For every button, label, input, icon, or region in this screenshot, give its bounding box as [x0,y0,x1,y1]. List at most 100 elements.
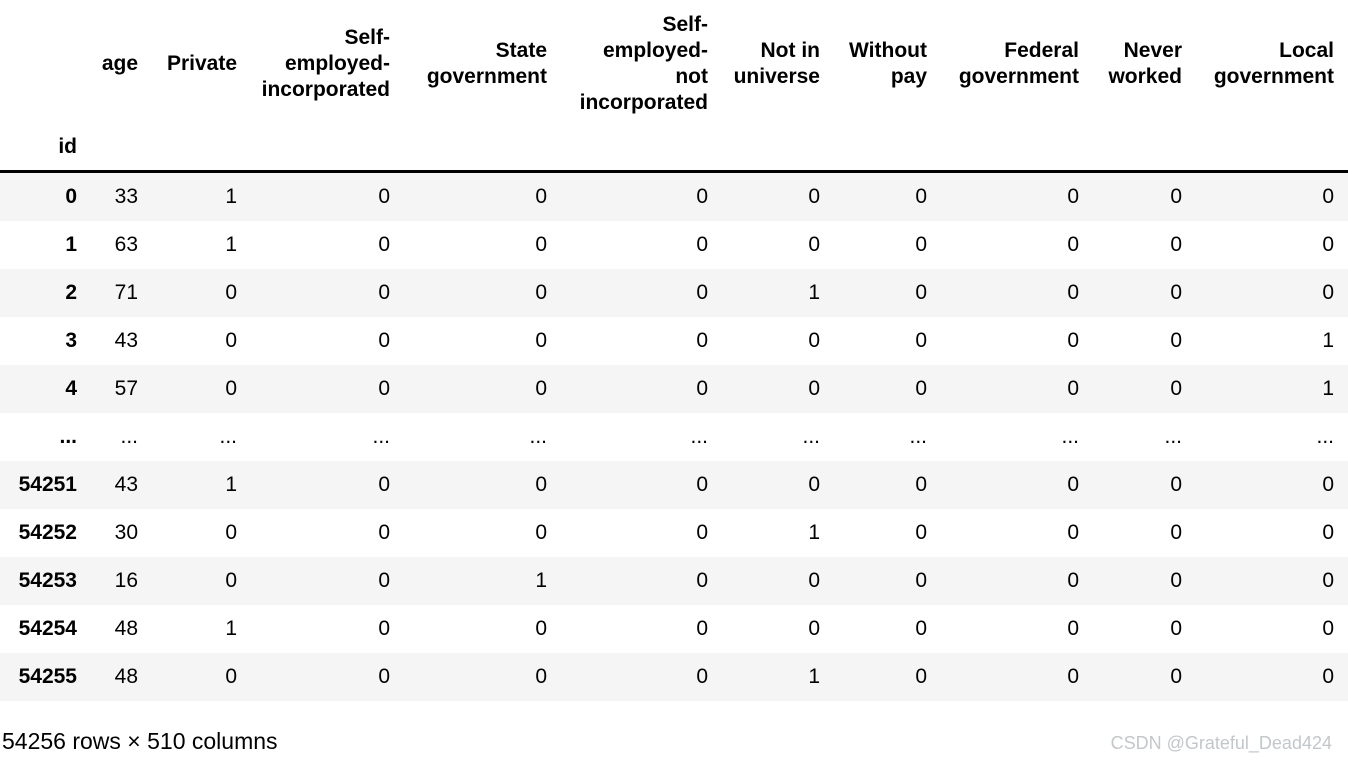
table-cell: 0 [378,473,390,496]
table-cell: 0 [225,281,237,304]
table-cell: 1 [225,617,237,640]
column-header-private: Private [166,52,237,75]
table-cell: 0 [1322,185,1334,208]
table-cell: 0 [1170,185,1182,208]
table-cell: 0 [808,233,820,256]
table-row: 54251 43 1 0 0 0 0 0 0 0 0 [0,461,1348,509]
table-cell: 16 [114,569,138,592]
watermark: CSDN @Grateful_Dead424 [1110,733,1332,753]
table-row: ................................. [0,413,1348,461]
table-cell: ... [802,425,820,448]
column-header-self-employed-incorporated: Self- employed- incorporated [261,26,390,101]
table-cell: 0 [1322,521,1334,544]
table-cell: 0 [696,233,708,256]
table-cell: 0 [1067,233,1079,256]
index-corner-cell [0,0,84,128]
row-index-label: 3 [65,329,77,352]
table-cell: 71 [114,281,138,304]
index-row-spacer [84,128,1348,173]
table-cell: 43 [114,329,138,352]
table-row: 4 57 0 0 0 0 0 0 0 0 1 [0,365,1348,413]
table-cell: 0 [378,665,390,688]
table-cell: 63 [114,233,138,256]
table-row: 1 63 1 0 0 0 0 0 0 0 0 [0,221,1348,269]
table-cell: 30 [114,521,138,544]
table-cell: 0 [1170,281,1182,304]
table-row: 3 43 0 0 0 0 0 0 0 0 1 [0,317,1348,365]
table-cell: 0 [378,329,390,352]
table-cell: 1 [808,521,820,544]
table-cell: 0 [1067,185,1079,208]
table-cell: 0 [915,569,927,592]
table-cell: 0 [1322,665,1334,688]
table-cell: 0 [225,665,237,688]
table-row: 54254 48 1 0 0 0 0 0 0 0 0 [0,605,1348,653]
table-cell: 0 [1170,569,1182,592]
table-cell: 0 [1067,329,1079,352]
table-cell: 0 [1067,569,1079,592]
table-header: age Private Self- employed- incorporated… [0,0,1348,173]
table-cell: 0 [808,185,820,208]
row-index-label: 54255 [18,665,77,688]
table-cell: 0 [225,521,237,544]
table-cell: 0 [378,281,390,304]
table-cell: 0 [696,665,708,688]
table-cell: 0 [225,569,237,592]
row-index-label: 54253 [18,569,77,592]
column-header-never-worked: Never worked [1108,39,1182,88]
table-cell: 48 [114,617,138,640]
column-header-self-employed-not-incorporated: Self- employed- not incorporated [579,13,708,114]
table-cell: 0 [1067,521,1079,544]
table-cell: 0 [1067,665,1079,688]
table-cell: 0 [225,329,237,352]
table-cell: 0 [696,569,708,592]
table-cell: 0 [1067,281,1079,304]
table-cell: 0 [915,521,927,544]
table-cell: 0 [915,665,927,688]
row-index-label: ... [59,425,77,448]
table-cell: 0 [696,329,708,352]
table-cell: 0 [1170,473,1182,496]
table-cell: 0 [535,521,547,544]
table-cell: 0 [535,281,547,304]
table-row: 2 71 0 0 0 0 1 0 0 0 0 [0,269,1348,317]
table-row: 54252 30 0 0 0 0 1 0 0 0 0 [0,509,1348,557]
table-cell: 0 [1170,617,1182,640]
table-cell: 0 [808,473,820,496]
table-row: 0 33 1 0 0 0 0 0 0 0 0 [0,171,1348,221]
row-index-label: 2 [65,281,77,304]
column-header-local-government: Local government [1213,39,1334,88]
table-cell: 0 [696,521,708,544]
table-cell: 0 [696,617,708,640]
table-cell: 0 [1067,473,1079,496]
table-cell: 0 [378,185,390,208]
table-cell: 0 [696,473,708,496]
table-cell: 0 [808,617,820,640]
table-cell: ... [219,425,237,448]
table-cell: 0 [378,521,390,544]
table-cell: 1 [225,185,237,208]
column-header-age: age [101,52,138,75]
table-cell: 0 [225,377,237,400]
table-cell: 0 [535,377,547,400]
table-cell: ... [120,425,138,448]
table-cell: 0 [915,377,927,400]
table-cell: 1 [1322,329,1334,352]
table-cell: 1 [808,281,820,304]
table-cell: 0 [696,281,708,304]
table-cell: 0 [808,377,820,400]
table-row: 54255 48 0 0 0 0 1 0 0 0 0 [0,653,1348,701]
row-index-label: 1 [65,233,77,256]
table-cell: 48 [114,665,138,688]
column-header-not-in-universe: Not in universe [733,39,820,88]
table-cell: 0 [535,665,547,688]
table-cell: ... [690,425,708,448]
table-cell: 0 [1322,617,1334,640]
table-cell: 0 [535,329,547,352]
table-row: 54253 16 0 0 1 0 0 0 0 0 0 [0,557,1348,605]
table-cell: 33 [114,185,138,208]
table-cell: ... [529,425,547,448]
index-name-label: id [0,128,84,173]
table-cell: 0 [378,377,390,400]
